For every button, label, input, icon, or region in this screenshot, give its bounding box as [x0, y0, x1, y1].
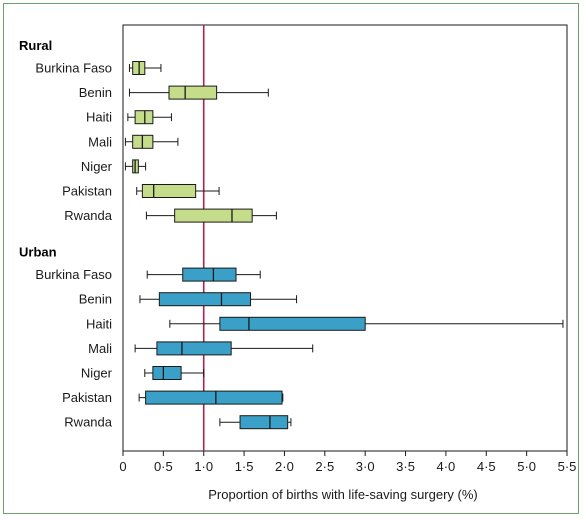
- box-urban-haiti: [219, 316, 366, 331]
- x-axis: 0 0·5 1·0 1·5 2·0 2·5 3·0 3·5 4·0 4·5 5·0 5·5: [119, 451, 576, 474]
- row-label-urban-mali: Mali: [88, 341, 112, 356]
- group-label-urban: Urban: [19, 245, 57, 260]
- chart-frame: [3, 3, 579, 514]
- x-tick-label: 4·0: [437, 459, 456, 474]
- row-label-urban-pakistan: Pakistan: [62, 390, 112, 405]
- x-tick-label: 5·5: [558, 459, 577, 474]
- row-label-urban-benin: Benin: [79, 292, 112, 307]
- x-tick-label: 3·5: [396, 459, 415, 474]
- row-label-rural-burkina-faso: Burkina Faso: [35, 61, 112, 76]
- box-rural-rwanda: [174, 208, 253, 223]
- x-tick-label: 4·5: [477, 459, 496, 474]
- x-tick-label: 2·0: [275, 459, 294, 474]
- x-axis-label: Proportion of births with life-saving su…: [208, 487, 478, 502]
- box-rural-benin: [168, 85, 218, 100]
- row-label-urban-rwanda: Rwanda: [64, 415, 112, 430]
- x-tick-label: 1·5: [235, 459, 254, 474]
- box-rural-haiti: [134, 110, 154, 125]
- x-tick-label: 1·0: [194, 459, 213, 474]
- row-label-urban-burkina-faso: Burkina Faso: [35, 267, 112, 282]
- x-tick-label: 5·0: [517, 459, 536, 474]
- row-label-rural-mali: Mali: [88, 134, 112, 149]
- box-urban-pakistan: [145, 390, 283, 405]
- box-urban-burkina-faso: [182, 267, 237, 282]
- row-label-rural-pakistan: Pakistan: [62, 184, 112, 199]
- x-tick-label: 0·5: [154, 459, 173, 474]
- row-label-rural-niger: Niger: [81, 159, 113, 174]
- box-urban-mali: [156, 341, 232, 356]
- row-label-rural-haiti: Haiti: [86, 110, 112, 125]
- group-label-rural: Rural: [19, 38, 52, 53]
- box-rural-pakistan: [141, 184, 197, 198]
- plot-border: [122, 24, 568, 452]
- x-tick-label: 0: [119, 459, 126, 474]
- plot-area: [122, 24, 568, 452]
- x-tick-label: 2·5: [315, 459, 334, 474]
- x-tick-label: 3·0: [356, 459, 375, 474]
- row-labels: Rural Burkina Faso Benin Haiti Mali Niger Paki…: [19, 38, 113, 430]
- box-urban-benin: [158, 292, 252, 307]
- row-label-rural-rwanda: Rwanda: [64, 208, 112, 223]
- row-label-urban-niger: Niger: [81, 366, 113, 381]
- box-urban-niger: [152, 366, 182, 380]
- row-label-rural-benin: Benin: [79, 85, 112, 100]
- box-urban-rwanda: [239, 415, 289, 430]
- row-label-urban-haiti: Haiti: [86, 316, 112, 331]
